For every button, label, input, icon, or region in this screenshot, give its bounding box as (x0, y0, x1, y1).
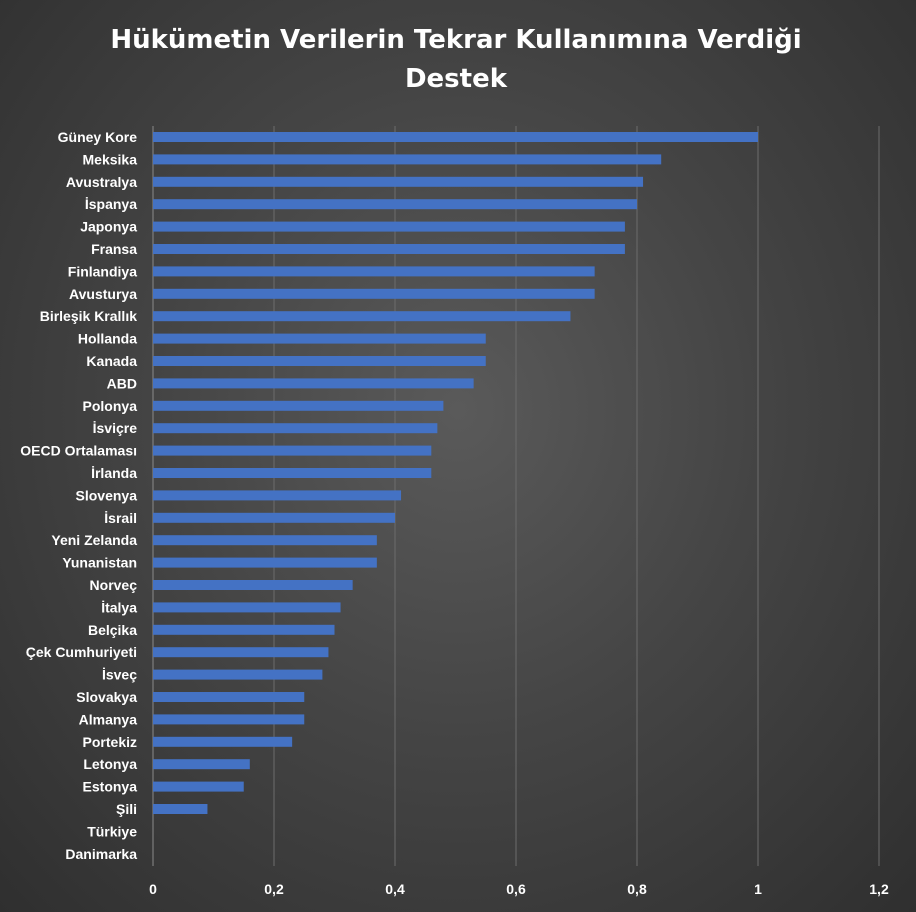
bar (153, 624, 335, 635)
category-label: İsveç (102, 667, 137, 683)
bar (153, 154, 662, 165)
bar (153, 221, 625, 232)
category-label: İrlanda (91, 465, 137, 481)
category-label: Kanada (86, 353, 137, 369)
bar (153, 535, 377, 546)
bar (153, 132, 758, 142)
bar (153, 781, 244, 792)
bar (153, 557, 377, 568)
category-label: İsviçre (93, 420, 138, 436)
category-label: OECD Ortalaması (20, 443, 137, 459)
category-label: Danimarka (65, 846, 137, 862)
bar (153, 468, 432, 478)
bars (153, 132, 758, 814)
x-tick-label: 0,4 (385, 881, 405, 897)
category-label: Yeni Zelanda (51, 532, 137, 548)
category-label: Slovakya (76, 689, 137, 705)
category-label: Fransa (91, 241, 137, 257)
bar (153, 266, 595, 277)
category-label: Belçika (88, 622, 137, 638)
category-label: Türkiye (87, 823, 137, 839)
bar (153, 512, 395, 523)
bar (153, 378, 474, 389)
category-label: Japonya (80, 219, 137, 235)
bar (153, 804, 208, 814)
x-tick-label: 1,2 (869, 881, 889, 897)
category-label: Slovenya (76, 487, 138, 503)
bar (153, 311, 571, 322)
category-labels: Güney Kore Meksika Avustralya İspanya Japony… (20, 129, 137, 862)
x-tick-label: 0 (149, 881, 157, 897)
category-label: İtalya (101, 599, 137, 615)
category-label: Hollanda (78, 331, 137, 347)
bar (153, 736, 293, 747)
category-label: Şili (116, 801, 137, 817)
category-label: Avusturya (69, 286, 137, 302)
chart-title-line-2: Destek (405, 64, 508, 94)
category-label: Portekiz (83, 734, 137, 750)
bar (153, 288, 595, 299)
category-label: Meksika (83, 151, 138, 167)
bar (153, 400, 444, 411)
category-label: İsrail (104, 510, 137, 526)
x-tick-label: 0,2 (264, 881, 284, 897)
bar (153, 669, 323, 680)
bar (153, 692, 305, 702)
category-label: Almanya (79, 711, 138, 727)
bar (153, 759, 250, 770)
bar (153, 333, 486, 344)
category-label: Norveç (90, 577, 138, 593)
bar (153, 445, 432, 456)
category-label: Polonya (83, 398, 138, 414)
chart-title-line-1: Hükümetin Verilerin Tekrar Kullanımına V… (110, 25, 801, 55)
bar (153, 647, 329, 658)
bar (153, 602, 341, 613)
bar (153, 244, 625, 254)
bar (153, 580, 353, 590)
bar (153, 490, 402, 501)
bar (153, 199, 637, 210)
category-label: Finlandiya (68, 263, 137, 279)
bar (153, 423, 438, 434)
x-tick-label: 1 (754, 881, 762, 897)
x-tick-label: 0,8 (627, 881, 647, 897)
category-label: Güney Kore (58, 129, 138, 145)
bar (153, 714, 305, 725)
category-label: İspanya (85, 196, 137, 212)
category-label: Avustralya (66, 174, 137, 190)
category-label: ABD (107, 375, 137, 391)
category-label: Birleşik Krallık (40, 308, 137, 324)
category-label: Estonya (83, 779, 138, 795)
category-label: Letonya (83, 756, 137, 772)
x-axis-tick-labels: 0 0,2 0,4 0,6 0,8 1 1,2 (149, 881, 889, 897)
bar (153, 176, 644, 187)
x-tick-label: 0,6 (506, 881, 526, 897)
category-label: Yunanistan (62, 555, 137, 571)
bar (153, 356, 486, 366)
category-label: Çek Cumhuriyeti (26, 644, 137, 660)
